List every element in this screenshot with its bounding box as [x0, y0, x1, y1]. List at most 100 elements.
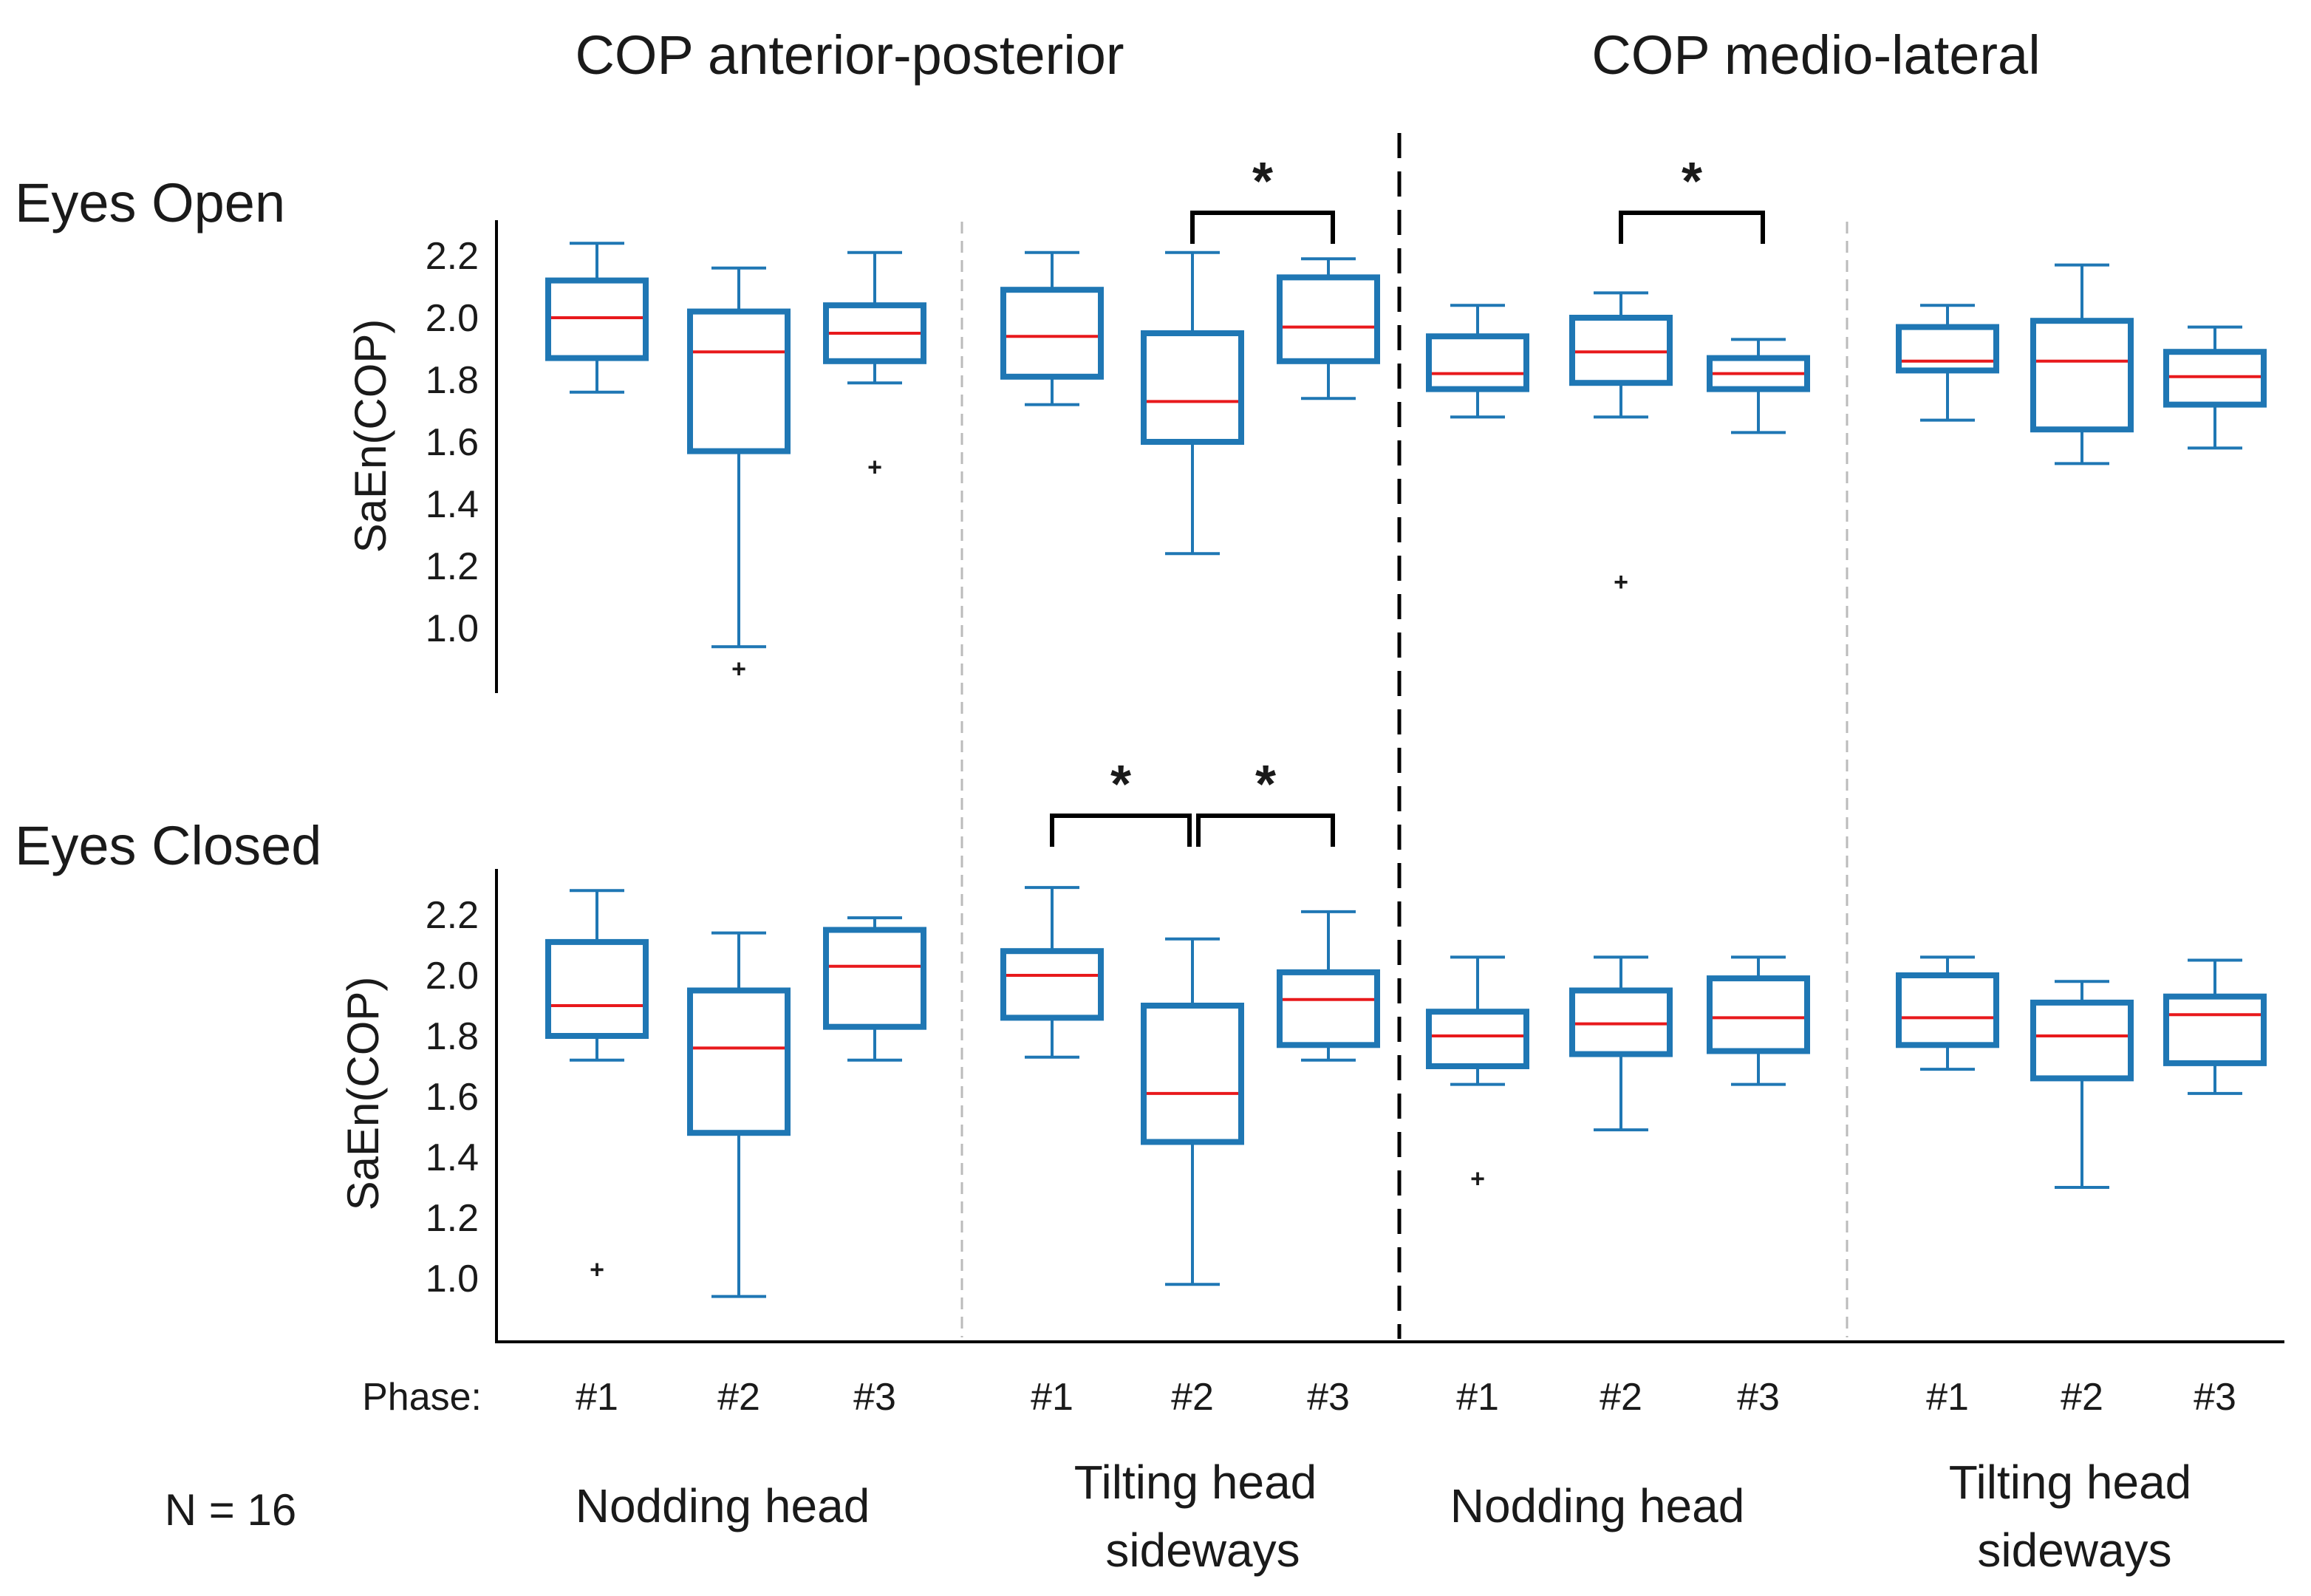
- y-tick-label: 1.6: [426, 421, 479, 464]
- y-tick-label: 1.8: [426, 1015, 479, 1058]
- box-eyes_closed-g4-p1: [1896, 955, 1999, 1071]
- phase-label: #1: [1456, 1376, 1499, 1419]
- y-axis-label-eyes-open: SaEn(COP): [346, 319, 395, 553]
- iqr-box: [545, 938, 649, 1040]
- significance-bracket: *: [1190, 152, 1335, 244]
- phase-label: #3: [853, 1376, 896, 1419]
- y-tick-label: 1.0: [426, 1258, 479, 1300]
- significance-bracket: *: [1619, 152, 1765, 244]
- bracket-line: [1190, 211, 1335, 244]
- box-eyes_open-g4-p2: [2030, 263, 2134, 466]
- box-eyes_open-g2-p1: [1000, 250, 1104, 406]
- box-eyes_open-g1-p3: +: [823, 250, 926, 482]
- y-tick-label: 1.0: [426, 607, 479, 650]
- group-label-nodding-ap: Nodding head: [576, 1479, 870, 1532]
- box-eyes_closed-g3-p3: [1707, 955, 1810, 1086]
- box-eyes_closed-g1-p3: [823, 916, 926, 1062]
- y-ticks-eyes-closed: 2.2 2.0 1.8 1.6 1.4 1.2 1.0: [426, 894, 479, 1300]
- box-eyes_open-g4-p3: [2163, 325, 2267, 450]
- iqr-box: [2163, 349, 2267, 408]
- iqr-box: [1141, 330, 1244, 445]
- y-tick-label: 2.0: [426, 297, 479, 340]
- significance-star: *: [1255, 755, 1276, 814]
- significance-star: *: [1252, 152, 1273, 211]
- significance-star: *: [1682, 152, 1702, 211]
- outlier-marker: +: [1614, 568, 1628, 596]
- y-tick-label: 1.8: [426, 359, 479, 402]
- bracket-line: [1050, 814, 1192, 847]
- box-eyes_closed-g4-p3: [2163, 958, 2267, 1095]
- iqr-box: [2163, 993, 2267, 1066]
- box-eyes_open-g1-p2: +: [687, 266, 791, 683]
- outlier-marker: +: [590, 1256, 604, 1284]
- box-eyes_closed-g2-p3: [1277, 910, 1380, 1062]
- iqr-box: [545, 277, 649, 361]
- box-eyes_open-g3-p1: [1426, 304, 1529, 419]
- significance-star: *: [1110, 755, 1131, 814]
- box-eyes_closed-g2-p1: [1000, 886, 1104, 1059]
- y-tick-label: 1.4: [426, 483, 479, 526]
- iqr-box: [1277, 969, 1380, 1048]
- iqr-box: [2030, 999, 2134, 1082]
- y-tick-label: 1.2: [426, 545, 479, 588]
- y-ticks-eyes-open: 2.2 2.0 1.8 1.6 1.4 1.2 1.0: [426, 235, 479, 650]
- group-label-nodding-ml: Nodding head: [1450, 1479, 1745, 1532]
- sample-size-label: N = 16: [165, 1485, 296, 1535]
- box-eyes_closed-g2-p2: [1141, 937, 1244, 1286]
- box-eyes_open-g3-p2: +: [1569, 291, 1673, 596]
- iqr-box: [1569, 987, 1673, 1057]
- significance-bracket: *: [1196, 755, 1335, 847]
- iqr-box: [687, 987, 791, 1136]
- phase-label: #2: [717, 1376, 760, 1419]
- iqr-box: [1426, 1009, 1529, 1069]
- y-tick-label: 2.2: [426, 894, 479, 937]
- outlier-marker: +: [867, 454, 882, 482]
- significance-brackets: * * * *: [1050, 152, 1765, 847]
- phase-label: #2: [1171, 1376, 1214, 1419]
- group-label-tilting-ml-line2: sideways: [1977, 1524, 2171, 1577]
- bracket-line: [1619, 211, 1765, 244]
- box-plots: + + + + +: [545, 242, 2267, 1298]
- box-eyes_closed-g3-p1: +: [1426, 955, 1529, 1193]
- iqr-box: [1277, 274, 1380, 364]
- iqr-box: [2030, 318, 2134, 433]
- iqr-box: [1141, 1003, 1244, 1145]
- phase-label: #2: [1600, 1376, 1642, 1419]
- phase-prefix-label: Phase:: [362, 1376, 482, 1419]
- section-title-anterior-posterior: COP anterior-posterior: [575, 24, 1124, 86]
- iqr-box: [1000, 287, 1104, 380]
- y-tick-label: 1.2: [426, 1197, 479, 1240]
- iqr-box: [1896, 324, 1999, 374]
- iqr-box: [1707, 975, 1810, 1054]
- phase-labels: #1 #2 #3 #1 #2 #3 #1 #2 #3 #1 #2 #3: [576, 1376, 2236, 1419]
- row-label-eyes-open: Eyes Open: [15, 172, 285, 233]
- iqr-box: [1569, 315, 1673, 386]
- y-tick-label: 1.4: [426, 1136, 479, 1179]
- phase-label: #1: [576, 1376, 618, 1419]
- box-eyes_closed-g1-p2: [687, 931, 791, 1298]
- phase-label: #1: [1031, 1376, 1073, 1419]
- iqr-box: [687, 308, 791, 454]
- iqr-box: [1896, 972, 1999, 1048]
- phase-label: #3: [1307, 1376, 1350, 1419]
- outlier-marker: +: [731, 655, 746, 683]
- box-eyes_open-g2-p2: [1141, 250, 1244, 556]
- box-eyes_closed-g3-p2: [1569, 955, 1673, 1132]
- outlier-marker: +: [1470, 1165, 1485, 1193]
- group-label-tilting-ap-line1: Tilting head: [1074, 1456, 1317, 1509]
- section-title-medio-lateral: COP medio-lateral: [1591, 24, 2040, 86]
- y-tick-label: 2.0: [426, 955, 479, 998]
- box-eyes_closed-g4-p2: [2030, 980, 2134, 1189]
- iqr-box: [1426, 333, 1529, 392]
- row-label-eyes-closed: Eyes Closed: [15, 815, 321, 876]
- phase-label: #3: [1737, 1376, 1780, 1419]
- iqr-box: [823, 927, 926, 1030]
- bracket-line: [1196, 814, 1335, 847]
- y-axis-label-eyes-closed: SaEn(COP): [338, 977, 388, 1211]
- iqr-box: [1000, 948, 1104, 1021]
- box-eyes_closed-g1-p1: +: [545, 889, 649, 1284]
- phase-label: #1: [1926, 1376, 1969, 1419]
- box-eyes_open-g2-p3: [1277, 257, 1380, 400]
- group-label-tilting-ap-line2: sideways: [1105, 1524, 1300, 1577]
